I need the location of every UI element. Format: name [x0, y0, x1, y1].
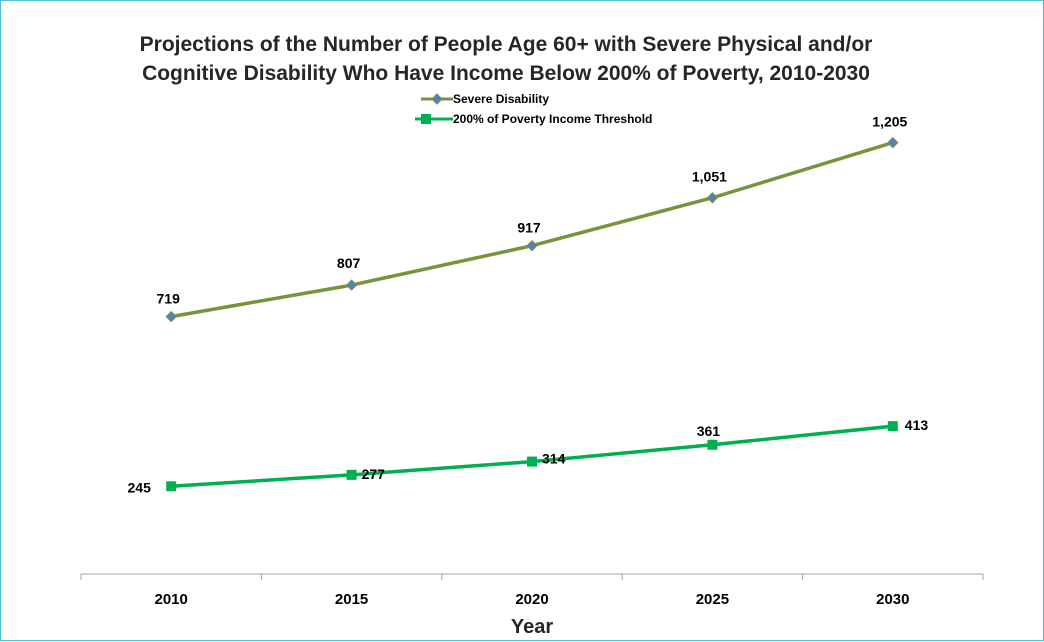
data-point-square	[166, 481, 177, 492]
data-point-square	[887, 421, 898, 432]
chart-title-line-2: Cognitive Disability Who Have Income Bel…	[142, 62, 870, 85]
x-tick-label: 2030	[876, 591, 909, 608]
legend: Severe Disability 200% of Poverty Income…	[415, 92, 652, 126]
legend-marker-square	[421, 114, 431, 124]
legend-label-poverty-threshold: 200% of Poverty Income Threshold	[453, 112, 652, 126]
x-tick-label: 2025	[696, 591, 729, 608]
data-label: 277	[362, 466, 386, 482]
legend-item-poverty-threshold: 200% of Poverty Income Threshold	[415, 112, 652, 126]
data-point-square	[346, 469, 357, 480]
data-label: 917	[517, 220, 541, 236]
data-point-diamond	[165, 310, 177, 323]
x-axis: 2010 2015 2020 2025 2030	[80, 573, 984, 608]
plot-area	[165, 136, 899, 492]
data-label: 314	[542, 451, 566, 467]
x-tick-label: 2010	[155, 591, 188, 608]
data-point-square	[527, 456, 537, 467]
data-label: 807	[337, 255, 361, 271]
data-labels: 719 807 917 1,051 1,205 245 277 314 361 413	[128, 114, 929, 496]
data-point-diamond	[706, 192, 719, 204]
data-point-diamond	[526, 240, 538, 252]
data-label: 1,205	[872, 114, 907, 130]
data-label: 245	[128, 479, 152, 495]
x-axis-title: Year	[511, 616, 553, 638]
data-point-diamond	[887, 136, 899, 149]
legend-item-severe-disability: Severe Disability	[421, 92, 549, 106]
data-label: 1,051	[692, 169, 727, 185]
series-line-1	[171, 424, 893, 489]
chart-title-line-1: Projections of the Number of People Age …	[140, 33, 873, 56]
data-label: 413	[905, 417, 929, 433]
x-tick-label: 2015	[335, 591, 368, 608]
data-point-diamond	[345, 279, 358, 291]
data-point-square	[707, 439, 718, 450]
legend-marker-diamond	[431, 93, 443, 105]
legend-label-severe-disability: Severe Disability	[453, 92, 549, 106]
data-label: 719	[157, 291, 181, 307]
x-tick-label: 2020	[515, 591, 548, 608]
data-label: 361	[697, 423, 721, 439]
